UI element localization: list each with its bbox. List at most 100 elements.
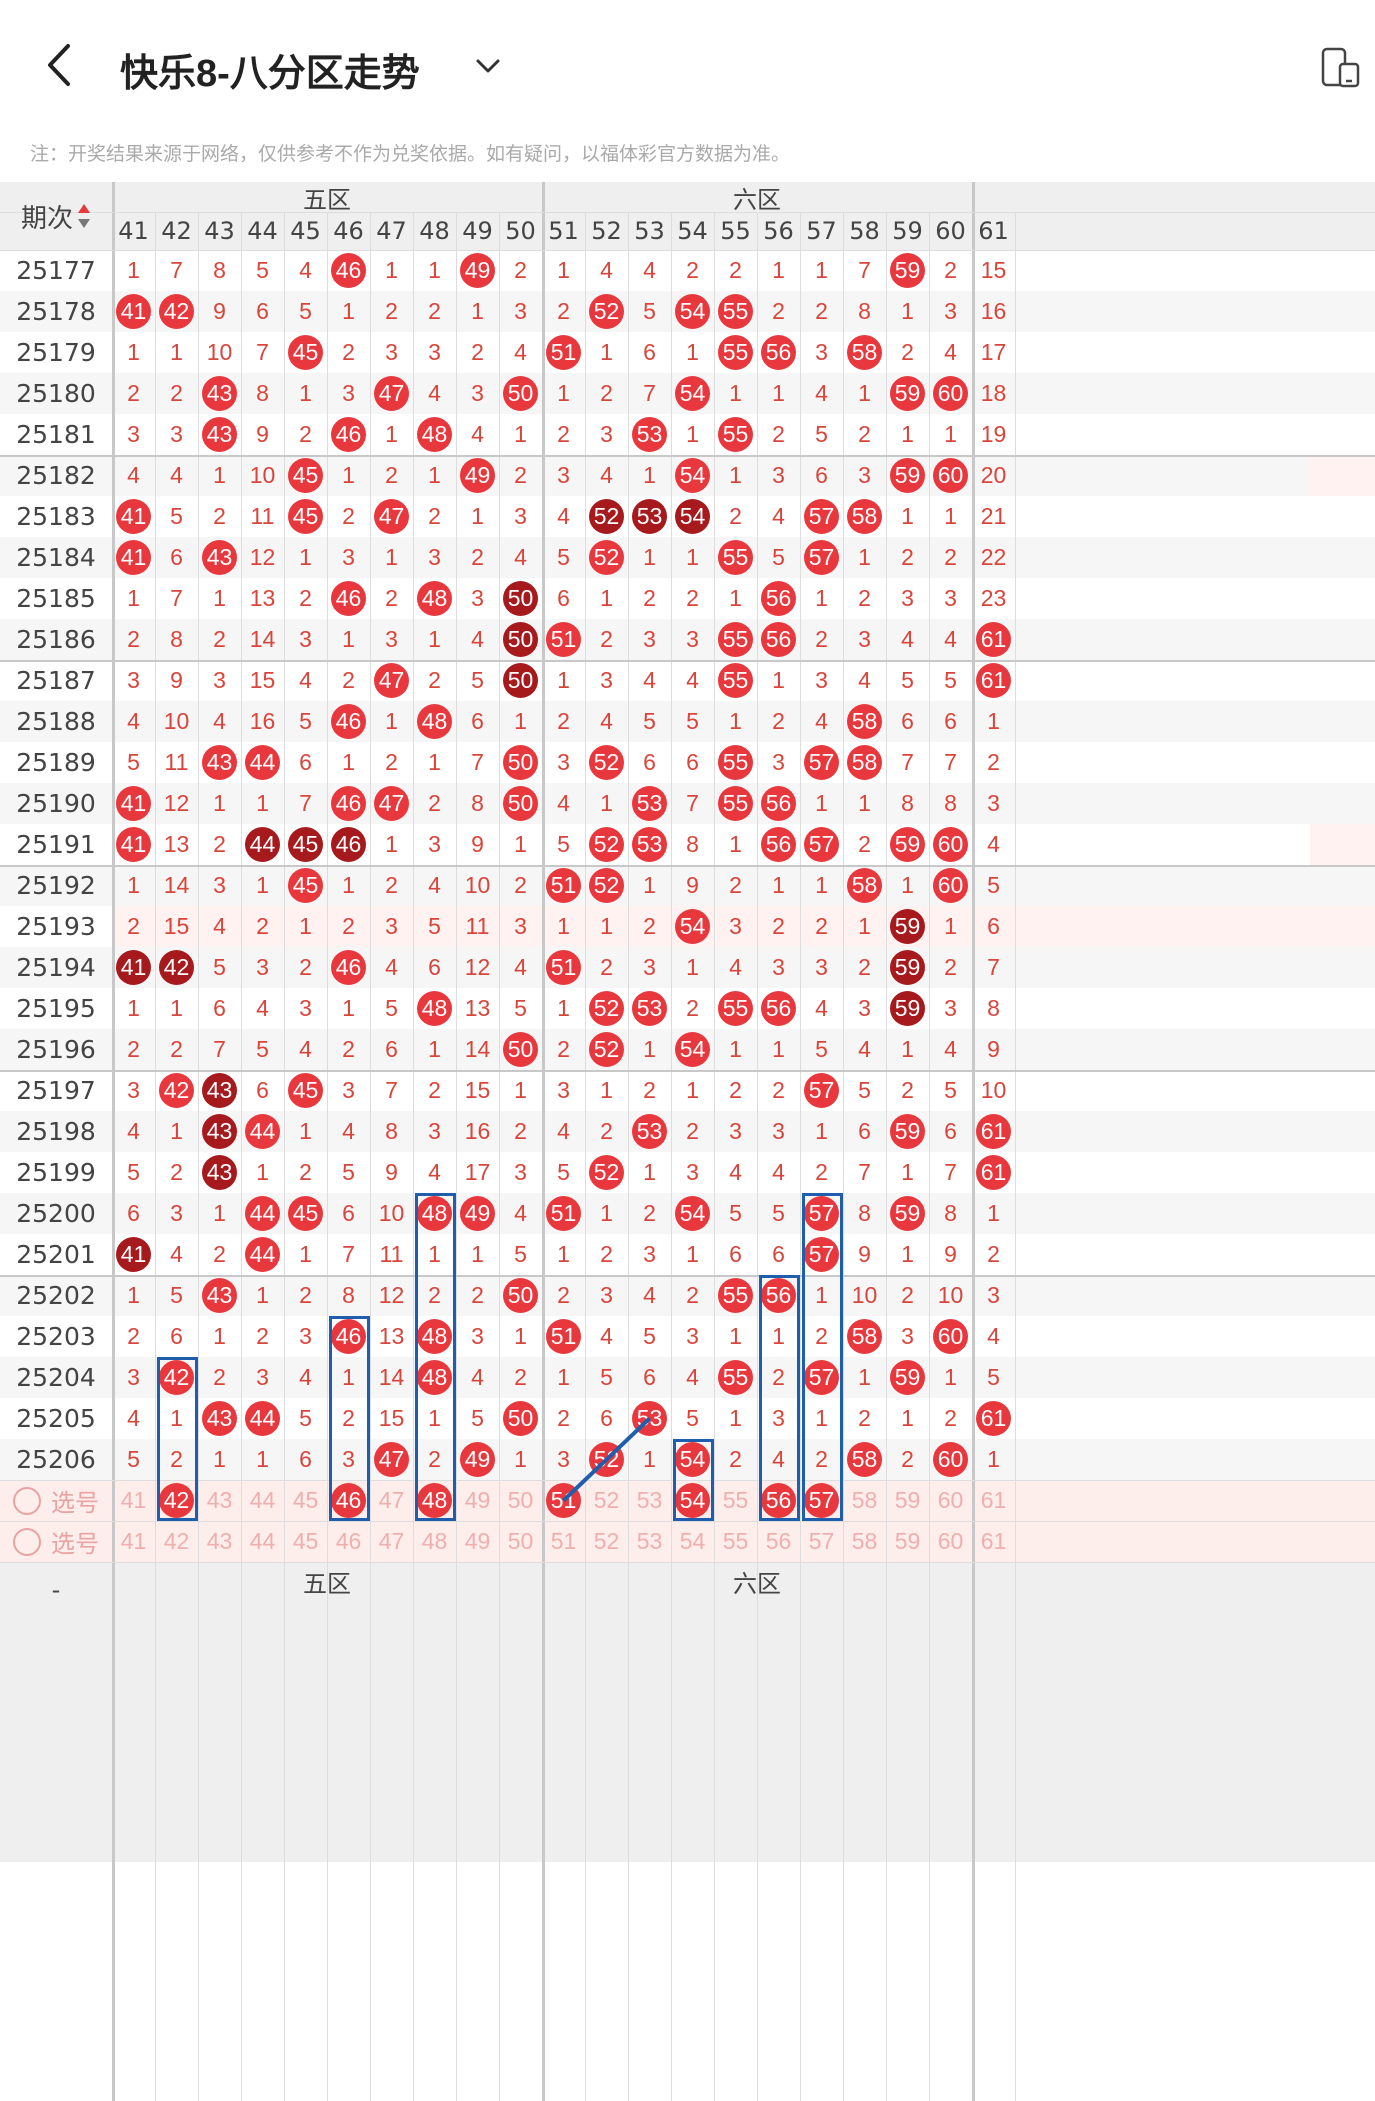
miss-count-cell: 2 bbox=[901, 1077, 914, 1103]
selected-number-ball[interactable]: 54 bbox=[675, 1483, 710, 1518]
period-header[interactable]: 期次 bbox=[0, 182, 112, 250]
select-number-option[interactable]: 49 bbox=[464, 1487, 491, 1513]
miss-count-cell: 4 bbox=[428, 1159, 441, 1185]
miss-count-cell: 5 bbox=[858, 1077, 871, 1103]
select-number-option[interactable]: 44 bbox=[249, 1528, 276, 1554]
select-number-option[interactable]: 44 bbox=[249, 1487, 276, 1513]
miss-count-cell: 3 bbox=[299, 995, 312, 1021]
select-number-option[interactable]: 50 bbox=[507, 1528, 534, 1554]
miss-count-cell: 9 bbox=[256, 421, 269, 447]
selected-number-ball[interactable]: 57 bbox=[804, 1483, 839, 1518]
drawn-number-ball: 50 bbox=[503, 1032, 538, 1067]
drawn-number-ball: 58 bbox=[847, 1319, 882, 1354]
select-number-option[interactable]: 42 bbox=[163, 1528, 190, 1554]
select-number-option[interactable]: 57 bbox=[808, 1528, 835, 1554]
select-number-option[interactable]: 59 bbox=[894, 1487, 921, 1513]
drawn-number-ball: 43 bbox=[202, 1278, 237, 1313]
select-number-option[interactable]: 53 bbox=[636, 1487, 663, 1513]
miss-count-cell: 2 bbox=[944, 544, 957, 570]
miss-count-cell: 3 bbox=[557, 749, 570, 775]
selected-number-ball[interactable]: 56 bbox=[761, 1483, 796, 1518]
miss-count-cell: 2 bbox=[428, 503, 441, 529]
select-number-option[interactable]: 60 bbox=[937, 1487, 964, 1513]
select-number-option[interactable]: 50 bbox=[507, 1487, 534, 1513]
title-dropdown-button[interactable] bbox=[474, 52, 502, 80]
selected-number-ball[interactable]: 46 bbox=[331, 1483, 366, 1518]
select-number-option[interactable]: 45 bbox=[292, 1487, 319, 1513]
miss-count-cell: 4 bbox=[127, 1405, 140, 1431]
select-number-option[interactable]: 49 bbox=[464, 1528, 491, 1554]
drawn-number-ball: 50 bbox=[503, 1401, 538, 1436]
miss-count-cell: 1 bbox=[299, 913, 312, 939]
miss-count-cell: 8 bbox=[944, 790, 957, 816]
miss-count-cell: 2 bbox=[342, 1036, 355, 1062]
selected-number-ball[interactable]: 42 bbox=[159, 1483, 194, 1518]
miss-count-cell: 3 bbox=[772, 954, 785, 980]
radio-circle-icon[interactable] bbox=[13, 1527, 41, 1556]
miss-count-cell: 2 bbox=[944, 954, 957, 980]
select-number-option[interactable]: 52 bbox=[593, 1487, 620, 1513]
miss-count-cell: 1 bbox=[299, 1241, 312, 1267]
miss-count-cell: 1 bbox=[987, 708, 1000, 734]
miss-count-cell: 1 bbox=[342, 626, 355, 652]
select-number-option[interactable]: 51 bbox=[550, 1528, 577, 1554]
column-line bbox=[327, 212, 328, 2101]
select-number-option[interactable]: 55 bbox=[722, 1487, 749, 1513]
radio-circle-icon[interactable] bbox=[13, 1486, 41, 1515]
period-cell: 25201 bbox=[16, 1240, 96, 1269]
sort-icon[interactable] bbox=[77, 203, 91, 229]
miss-count-cell: 3 bbox=[471, 380, 484, 406]
select-number-option[interactable]: 41 bbox=[120, 1528, 147, 1554]
selected-number-ball[interactable]: 48 bbox=[417, 1483, 452, 1518]
miss-count-cell: 3 bbox=[772, 1118, 785, 1144]
miss-count-cell: 3 bbox=[815, 667, 828, 693]
period-cell: 25185 bbox=[16, 584, 96, 613]
select-number-option[interactable]: 43 bbox=[206, 1528, 233, 1554]
select-number-option[interactable]: 41 bbox=[120, 1487, 147, 1513]
select-row-label[interactable]: 选号 bbox=[0, 1521, 112, 1562]
drawn-number-ball: 43 bbox=[202, 745, 237, 780]
select-number-option[interactable]: 58 bbox=[851, 1528, 878, 1554]
miss-count-cell: 1 bbox=[342, 1364, 355, 1390]
select-number-option[interactable]: 43 bbox=[206, 1487, 233, 1513]
column-line bbox=[671, 212, 672, 2101]
miss-count-cell: 1 bbox=[901, 1405, 914, 1431]
select-row-label[interactable]: 选号 bbox=[0, 1480, 112, 1521]
row-bg bbox=[0, 1234, 1375, 1275]
miss-count-cell: 1 bbox=[342, 462, 355, 488]
select-number-option[interactable]: 47 bbox=[378, 1528, 405, 1554]
miss-count-cell: 6 bbox=[729, 1241, 742, 1267]
select-number-option[interactable]: 60 bbox=[937, 1528, 964, 1554]
select-number-option[interactable]: 56 bbox=[765, 1528, 792, 1554]
miss-count-cell: 2 bbox=[342, 1405, 355, 1431]
select-number-option[interactable]: 61 bbox=[980, 1487, 1007, 1513]
miss-count-cell: 6 bbox=[987, 913, 1000, 939]
footer-bg bbox=[0, 1562, 1375, 1862]
select-number-option[interactable]: 58 bbox=[851, 1487, 878, 1513]
column-line bbox=[284, 212, 285, 2101]
select-number-option[interactable]: 47 bbox=[378, 1487, 405, 1513]
miss-count-cell: 1 bbox=[772, 872, 785, 898]
column-header: 45 bbox=[290, 217, 321, 245]
miss-count-cell: 22 bbox=[980, 544, 1007, 570]
select-number-option[interactable]: 46 bbox=[335, 1528, 362, 1554]
drawn-number-ball: 61 bbox=[976, 1114, 1011, 1149]
miss-count-cell: 7 bbox=[385, 1077, 398, 1103]
device-switch-button[interactable] bbox=[1318, 46, 1362, 90]
period-cell: 25196 bbox=[16, 1035, 96, 1064]
drawn-number-ball: 43 bbox=[202, 1401, 237, 1436]
select-number-option[interactable]: 54 bbox=[679, 1528, 706, 1554]
miss-count-cell: 2 bbox=[686, 1282, 699, 1308]
select-number-option[interactable]: 45 bbox=[292, 1528, 319, 1554]
select-number-option[interactable]: 53 bbox=[636, 1528, 663, 1554]
select-number-option[interactable]: 55 bbox=[722, 1528, 749, 1554]
selected-number-ball[interactable]: 51 bbox=[546, 1483, 581, 1518]
back-button[interactable] bbox=[40, 40, 80, 90]
select-number-option[interactable]: 61 bbox=[980, 1528, 1007, 1554]
select-number-option[interactable]: 52 bbox=[593, 1528, 620, 1554]
select-number-option[interactable]: 59 bbox=[894, 1528, 921, 1554]
select-number-option[interactable]: 48 bbox=[421, 1528, 448, 1554]
miss-count-cell: 2 bbox=[127, 626, 140, 652]
miss-count-cell: 10 bbox=[249, 462, 276, 488]
highlight-box bbox=[673, 1439, 714, 1521]
